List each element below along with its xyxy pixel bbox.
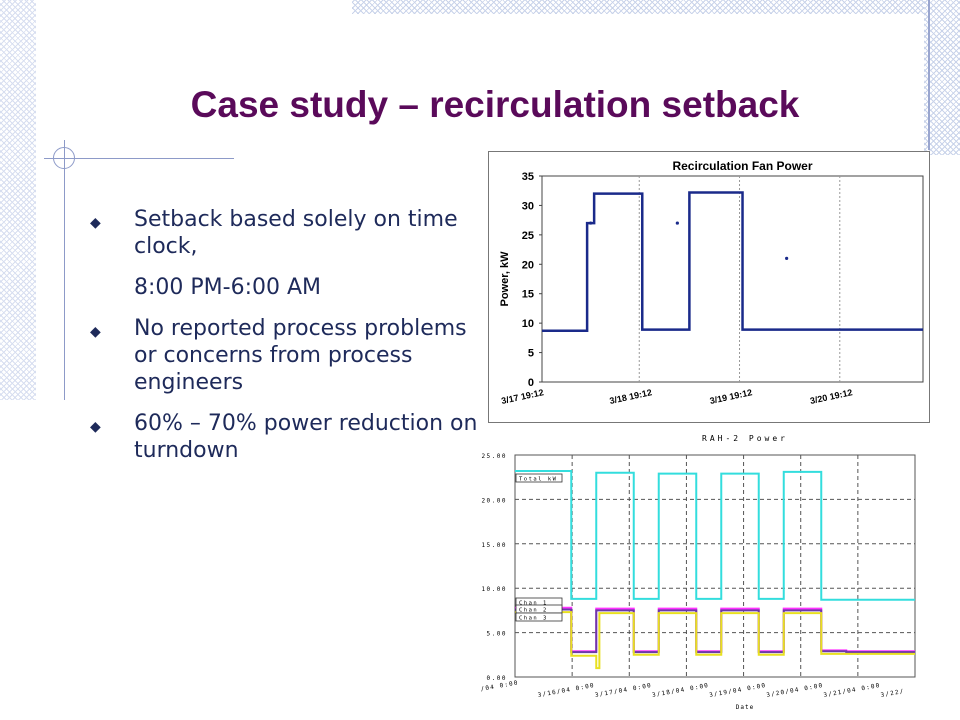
y-tick-label: 10.00 (481, 586, 507, 593)
bullet-text: 60% – 70% power reduction on turndown (134, 411, 478, 463)
recirculation-fan-power-chart: Recirculation Fan Power051015202530353/1… (488, 151, 930, 423)
series-line-chan-3 (515, 611, 915, 670)
x-tick-label: 3/19/04 0:00 (709, 682, 767, 699)
chart-title: RAH-2 Power (702, 434, 788, 443)
plot-area (541, 175, 924, 383)
chart-title: Recirculation Fan Power (672, 159, 812, 173)
y-tick-label: 30 (522, 200, 534, 212)
data-point (675, 221, 679, 225)
bullet-diamond-icon: ◆ (90, 419, 101, 435)
decor-hatch-top (352, 0, 924, 14)
y-tick-label: 15 (522, 289, 534, 301)
x-tick-label: 3/18/04 0:00 (652, 682, 710, 699)
legend-label: Chan 3 (519, 616, 548, 622)
legend-label: Total kW (519, 477, 558, 483)
y-tick-label: 20.00 (481, 497, 507, 504)
decor-line-left-vertical (64, 140, 65, 400)
legend-box (515, 612, 563, 622)
bullet-list: ◆ Setback based solely on time clock, 8:… (86, 206, 482, 478)
y-tick-label: 15.00 (481, 542, 507, 549)
y-tick-label: 5 (528, 348, 534, 360)
bullet-diamond-icon: ◆ (90, 324, 101, 340)
series-line-total-kw (515, 469, 915, 601)
legend-box (515, 473, 563, 483)
bullet-text: No reported process problems or concerns… (134, 316, 467, 395)
x-tick-label: 3/16/04 0:00 (537, 682, 595, 699)
legend-label: Chan 1 (519, 601, 548, 607)
data-point (589, 221, 593, 225)
y-tick-label: 25 (522, 230, 534, 242)
y-tick-label: 10 (522, 318, 534, 330)
bullet-item: ◆ 60% – 70% power reduction on turndown (86, 410, 482, 464)
decor-hatch-right (924, 0, 960, 155)
bullet-item: ◆ No reported process problems or concer… (86, 315, 482, 396)
legend-label: Chan 2 (519, 608, 548, 614)
y-tick-label: 0.00 (487, 675, 507, 682)
data-point (785, 256, 789, 260)
bullet-item: ◆ Setback based solely on time clock, 8:… (86, 206, 482, 301)
rah-2-power-chart: RAH-2 Power0.005.0010.0015.0020.0025.00/… (480, 434, 916, 711)
x-tick-label: 3/21/04 0:00 (823, 682, 881, 699)
x-tick-label: 3/17/04 0:00 (594, 682, 652, 699)
y-axis-label: Power, kW (499, 251, 511, 307)
y-tick-label: 25.00 (481, 453, 507, 460)
bullet-subtext: 8:00 PM-6:00 AM (134, 275, 322, 300)
y-tick-label: 0 (528, 377, 534, 389)
x-tick-label: 3/22/ (880, 688, 905, 699)
slide-title: Case study – recirculation setback (190, 84, 800, 125)
decor-line-left-horizontal (44, 158, 234, 159)
bullet-text: Setback based solely on time clock, (134, 207, 458, 259)
decor-line-right (928, 0, 930, 150)
decor-circle (53, 147, 75, 169)
fan-power-series-line (542, 191, 923, 333)
y-tick-label: 5.00 (487, 631, 507, 638)
bullet-diamond-icon: ◆ (90, 215, 101, 231)
decor-hatch-left (0, 0, 36, 400)
plot-area (514, 454, 916, 678)
x-tick-label: 3/20/04 0:00 (766, 682, 824, 699)
y-tick-label: 35 (522, 171, 534, 183)
y-tick-label: 20 (522, 259, 534, 271)
x-axis-label: Date (736, 704, 754, 711)
